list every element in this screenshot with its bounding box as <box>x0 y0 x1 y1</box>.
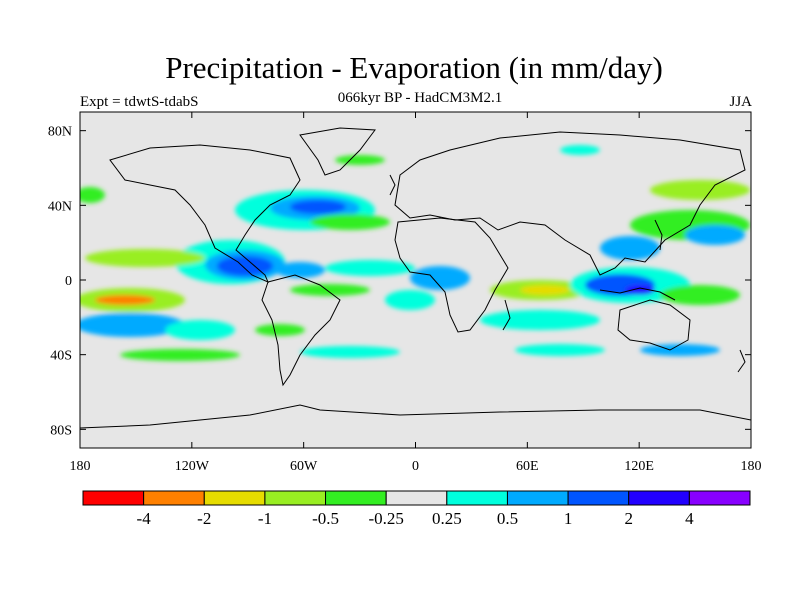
field-blob <box>290 284 370 296</box>
colorbar-swatch <box>506 490 569 506</box>
colorbar-label: -2 <box>197 509 211 528</box>
tick-label: 60E <box>516 459 539 474</box>
coastline-madagascar <box>502 299 511 331</box>
colorbar-swatch <box>567 490 630 506</box>
field-blob <box>85 249 205 267</box>
field-blob <box>310 214 390 230</box>
colorbar-swatch <box>264 490 327 506</box>
colorbar-label: -0.5 <box>312 509 339 528</box>
tick-label: 80S <box>50 423 72 438</box>
experiment-label: Expt = tdwtS-tdabS <box>80 94 199 110</box>
field-blob <box>385 290 435 310</box>
tick-label: 0 <box>65 274 72 289</box>
field-blob <box>217 256 273 276</box>
colorbar-swatch <box>385 490 448 506</box>
tick-label: 80N <box>48 125 72 140</box>
field-blob <box>650 180 750 200</box>
colorbar-swatch <box>82 490 145 506</box>
colorbar-swatch <box>446 490 508 506</box>
coastline-antarctica <box>80 404 751 429</box>
coastline-japan <box>654 219 663 251</box>
colorbar-label: 4 <box>685 509 694 528</box>
field-blob <box>520 285 570 295</box>
tick-label: 40S <box>50 349 72 364</box>
field-blob <box>275 262 325 278</box>
colorbar-label: -0.25 <box>368 509 403 528</box>
colorbar: -4 -2 -1 -0.5 -0.25 0.25 0.5 1 2 4 <box>82 490 751 528</box>
coastline-north-america <box>109 144 301 283</box>
tick-label: 60W <box>290 459 318 474</box>
tick-label: 120W <box>175 459 210 474</box>
tick-label: 120E <box>624 459 654 474</box>
tick-label: 0 <box>412 459 419 474</box>
chart-title: Precipitation - Evaporation (in mm/day) <box>165 50 663 85</box>
field-blob <box>290 200 346 214</box>
field-blob <box>95 295 155 305</box>
coastline-greenland <box>299 127 376 176</box>
field-blob <box>660 285 740 305</box>
colorbar-label: 2 <box>624 509 633 528</box>
colorbar-label: 0.25 <box>432 509 462 528</box>
tick-label: 180 <box>70 459 91 474</box>
precip-field <box>80 145 750 361</box>
coastline-australia <box>617 299 691 351</box>
colorbar-swatch <box>203 490 266 506</box>
coastline-south-america <box>261 274 341 387</box>
field-blob <box>600 236 660 260</box>
field-blob <box>325 260 415 276</box>
field-blob <box>560 145 600 155</box>
map-axes: 80N 40N 0 40S 80S 180 120W 60W 0 60E 120E 180 <box>48 112 762 474</box>
field-blob <box>255 324 305 336</box>
colorbar-swatch <box>688 490 751 506</box>
colorbar-swatch <box>628 490 690 506</box>
coastline-eurasia <box>394 131 746 276</box>
field-blob <box>120 349 240 361</box>
chart-subtitle: 066kyr BP - HadCM3M2.1 <box>337 90 503 106</box>
field-blob <box>625 285 655 295</box>
field-blob <box>80 187 105 203</box>
colorbar-label: 1 <box>564 509 573 528</box>
colorbar-label: -4 <box>137 509 152 528</box>
colorbar-swatch <box>143 490 205 506</box>
coastline-africa <box>394 217 509 333</box>
tick-label: 180 <box>741 459 762 474</box>
coastline-british-isles <box>389 174 396 196</box>
field-blob <box>165 320 235 340</box>
colorbar-swatch <box>325 490 387 506</box>
colorbar-label: -1 <box>258 509 272 528</box>
field-blob <box>410 266 470 290</box>
field-blob <box>335 155 385 165</box>
field-blob <box>685 225 745 245</box>
coastlines <box>80 127 751 429</box>
coastline-maritime-islands <box>599 287 676 301</box>
field-blob <box>80 313 185 337</box>
tick-label: 40N <box>48 199 72 214</box>
field-blob <box>515 344 605 356</box>
field-blob <box>640 344 720 356</box>
field-blob <box>300 346 400 358</box>
season-label: JJA <box>729 94 752 110</box>
field-blob <box>480 310 600 330</box>
coastline-new-zealand <box>737 349 746 373</box>
colorbar-label: 0.5 <box>497 509 518 528</box>
